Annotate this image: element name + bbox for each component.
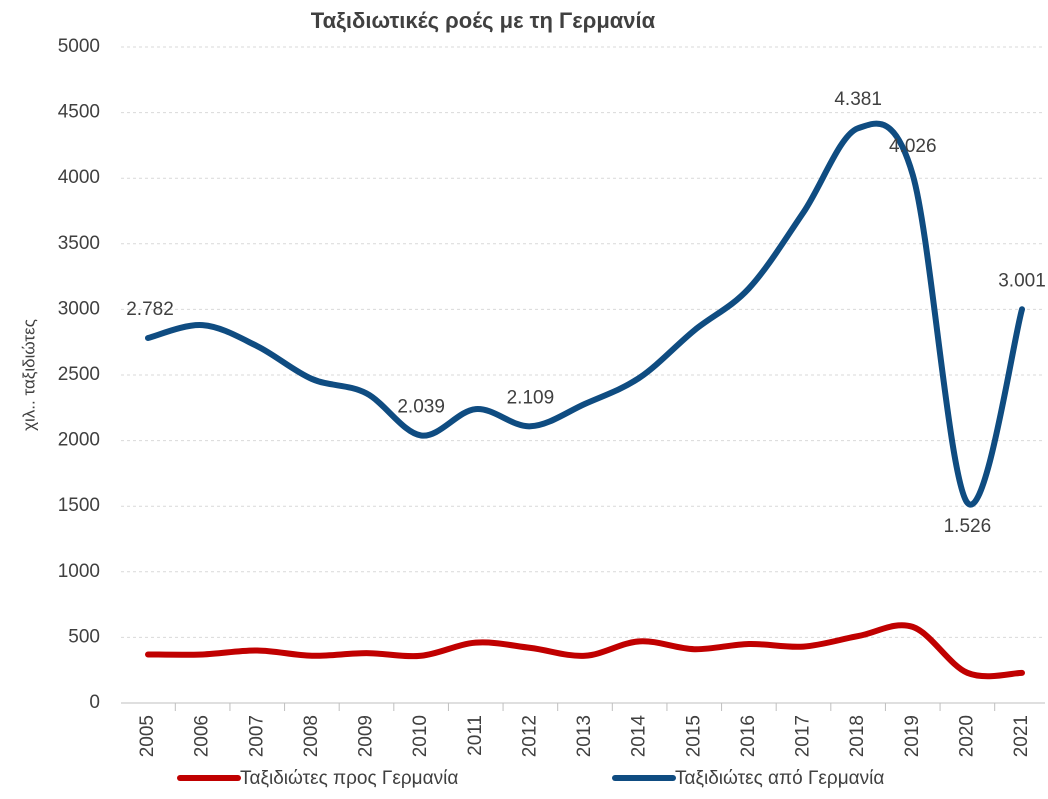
x-tick-label: 2005 bbox=[137, 715, 158, 757]
data-label: 1.526 bbox=[944, 516, 992, 537]
x-tick-label: 2014 bbox=[629, 715, 650, 758]
x-tick-label: 2019 bbox=[902, 715, 923, 757]
x-tick-label: 2021 bbox=[1011, 715, 1032, 757]
x-tick-label: 2007 bbox=[246, 715, 267, 757]
x-tick-label: 2010 bbox=[410, 715, 431, 757]
y-tick-label: 500 bbox=[68, 626, 100, 647]
data-label: 2.039 bbox=[397, 396, 445, 417]
line-series bbox=[145, 120, 1025, 508]
y-axis-title: χιλ.. ταξιδιώτες bbox=[19, 319, 38, 431]
y-tick-label: 2500 bbox=[58, 364, 100, 385]
legend-label: Ταξιδιώτες προς Γερμανία bbox=[240, 768, 458, 789]
data-label: 4.381 bbox=[834, 89, 882, 110]
x-tick-label: 2017 bbox=[793, 715, 814, 757]
y-tick-label: 3500 bbox=[58, 233, 100, 254]
data-label: 2.782 bbox=[126, 299, 174, 320]
x-tick-label: 2008 bbox=[301, 715, 322, 757]
y-tick-label: 5000 bbox=[58, 36, 100, 57]
x-tick-label: 2009 bbox=[356, 715, 377, 757]
y-tick-label: 4500 bbox=[58, 102, 100, 123]
x-tick-label: 2020 bbox=[956, 715, 977, 757]
data-label: 4.026 bbox=[889, 136, 937, 157]
y-tick-label: 1500 bbox=[58, 495, 100, 516]
y-tick-label: 1000 bbox=[58, 561, 100, 582]
data-label: 2.109 bbox=[507, 387, 555, 408]
chart-title: Ταξιδιωτικές ροές με τη Γερμανία bbox=[311, 8, 656, 33]
x-tick-label: 2006 bbox=[192, 715, 213, 757]
x-tick-label: 2012 bbox=[519, 715, 540, 757]
x-tick-label: 2013 bbox=[574, 715, 595, 757]
y-tick-label: 0 bbox=[89, 692, 100, 713]
x-tick-label: 2011 bbox=[465, 715, 486, 756]
x-tick-label: 2015 bbox=[683, 715, 704, 757]
data-label: 3.001 bbox=[998, 270, 1046, 291]
y-tick-label: 2000 bbox=[58, 430, 100, 451]
line-series bbox=[145, 622, 1025, 680]
x-tick-label: 2018 bbox=[847, 715, 868, 757]
legend-label: Ταξιδιώτες από Γερμανία bbox=[675, 768, 884, 789]
y-tick-label: 3000 bbox=[58, 298, 100, 319]
x-tick-label: 2016 bbox=[738, 715, 759, 757]
y-tick-label: 4000 bbox=[58, 167, 100, 188]
